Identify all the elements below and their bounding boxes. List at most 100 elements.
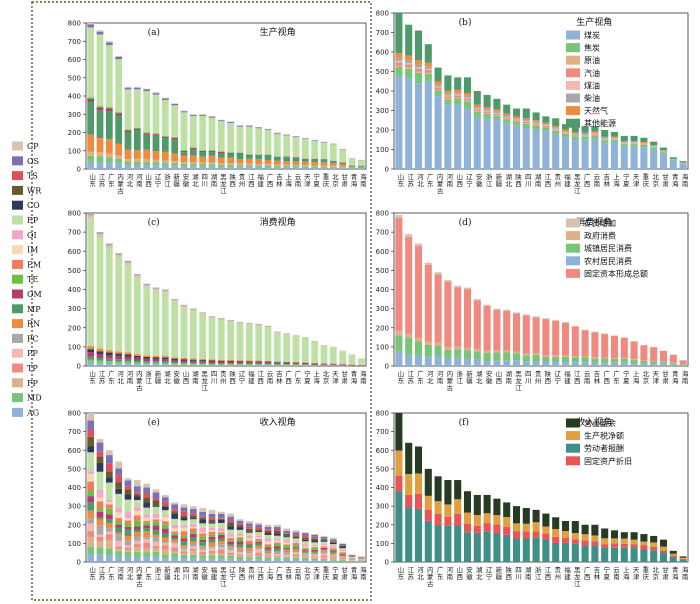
bar-segment xyxy=(552,320,560,322)
bar-segment xyxy=(96,138,104,153)
bar-segment xyxy=(180,155,188,162)
bar-segment xyxy=(105,482,113,500)
bar-segment xyxy=(217,513,225,518)
x-tick-label: 青海 xyxy=(672,369,679,385)
x-tick-label: 宁夏 xyxy=(623,172,630,188)
bar-segment xyxy=(161,549,169,555)
x-tick-label: 山东 xyxy=(398,369,405,385)
panel-label-e: (e) xyxy=(148,417,160,428)
bar-segment xyxy=(124,540,132,546)
bar-segment xyxy=(473,110,481,112)
legend-swatch-oi xyxy=(12,230,23,240)
x-tick-label: 四川 xyxy=(515,566,522,581)
bar-segment xyxy=(329,554,337,556)
bar-segment xyxy=(124,489,132,495)
bar-segment xyxy=(561,129,570,132)
bar-segment xyxy=(473,300,481,350)
bar-segment xyxy=(532,316,540,318)
bar-segment xyxy=(161,165,169,169)
x-tick-label: 内蒙古 xyxy=(447,369,454,392)
bar-segment xyxy=(454,92,462,95)
bar-segment xyxy=(264,541,272,545)
legend-swatch-cp xyxy=(12,141,23,151)
bar-segment xyxy=(180,504,188,508)
bar-segment xyxy=(532,353,540,355)
bar-segment xyxy=(245,531,253,533)
bar-segment xyxy=(227,157,235,164)
bar-segment xyxy=(339,351,347,365)
legend-label-rn: RN xyxy=(27,320,40,329)
bar-segment xyxy=(208,363,216,365)
bar-segment xyxy=(115,359,123,362)
bar-segment xyxy=(503,118,511,120)
x-tick-label: 广东 xyxy=(613,369,620,385)
bar-segment xyxy=(208,539,216,543)
bar-segment xyxy=(493,309,501,351)
x-tick-label: 安徽 xyxy=(486,369,493,385)
bar-segment xyxy=(339,559,347,560)
x-tick-label: 云南 xyxy=(584,370,591,385)
bar-segment xyxy=(152,534,160,538)
bar-segment xyxy=(463,95,472,98)
bar-segment xyxy=(96,519,104,526)
bar-segment xyxy=(424,81,432,169)
bar-segment xyxy=(454,94,462,96)
bar-segment xyxy=(96,30,104,32)
bar-segment xyxy=(87,359,95,363)
bar-segment xyxy=(301,362,309,364)
bar-segment xyxy=(171,502,179,505)
bar-segment xyxy=(264,552,272,554)
bar-segment xyxy=(473,532,481,562)
bar-segment xyxy=(320,555,328,557)
bar-segment xyxy=(115,475,123,483)
bar-segment xyxy=(264,327,272,361)
bar-segment xyxy=(124,149,132,160)
bar-segment xyxy=(227,153,235,158)
y-tick-label: 400 xyxy=(68,286,81,294)
x-tick-label: 云南 xyxy=(594,173,601,188)
bar-segment xyxy=(292,161,300,166)
bar-segment xyxy=(236,364,244,366)
bar-segment xyxy=(199,539,207,543)
bar-segment xyxy=(161,136,169,137)
bar-segment xyxy=(659,546,668,551)
x-tick-label: 江苏 xyxy=(99,173,106,188)
bar-segment xyxy=(292,157,300,162)
bar-segment xyxy=(493,515,501,525)
bar-segment xyxy=(171,163,179,166)
bar-segment xyxy=(669,364,677,366)
bar-segment xyxy=(245,542,253,545)
legend-swatch-b xyxy=(565,93,580,103)
bar-segment xyxy=(199,519,207,524)
bar-segment xyxy=(301,547,309,549)
bar-segment xyxy=(208,364,216,365)
bar-segment xyxy=(329,546,337,548)
x-tick-label: 湖北 xyxy=(173,565,180,581)
bar-segment xyxy=(180,359,188,361)
bar-segment xyxy=(329,539,337,542)
bar-segment xyxy=(292,157,300,158)
bar-segment xyxy=(581,132,589,135)
bar-segment xyxy=(473,359,481,366)
bar-segment xyxy=(610,138,619,140)
bar-segment xyxy=(133,360,141,363)
bar-segment xyxy=(273,332,281,333)
bar-segment xyxy=(273,332,281,362)
bar-segment xyxy=(208,531,216,535)
bar-segment xyxy=(208,361,216,364)
bar-segment xyxy=(659,147,668,151)
bar-segment xyxy=(227,522,235,527)
bar-segment xyxy=(311,549,319,552)
bar-segment xyxy=(311,140,319,141)
bar-segment xyxy=(180,363,188,365)
bar-segment xyxy=(522,108,530,119)
bar-segment xyxy=(96,31,104,35)
y-tick-label: 0 xyxy=(385,363,389,371)
bar-segment xyxy=(283,365,291,366)
bar-segment xyxy=(283,164,291,166)
bar-segment xyxy=(264,524,272,527)
bar-segment xyxy=(542,526,550,534)
x-tick-label: 山西 xyxy=(145,172,152,188)
bar-segment xyxy=(236,523,244,526)
bar-segment xyxy=(292,165,300,167)
